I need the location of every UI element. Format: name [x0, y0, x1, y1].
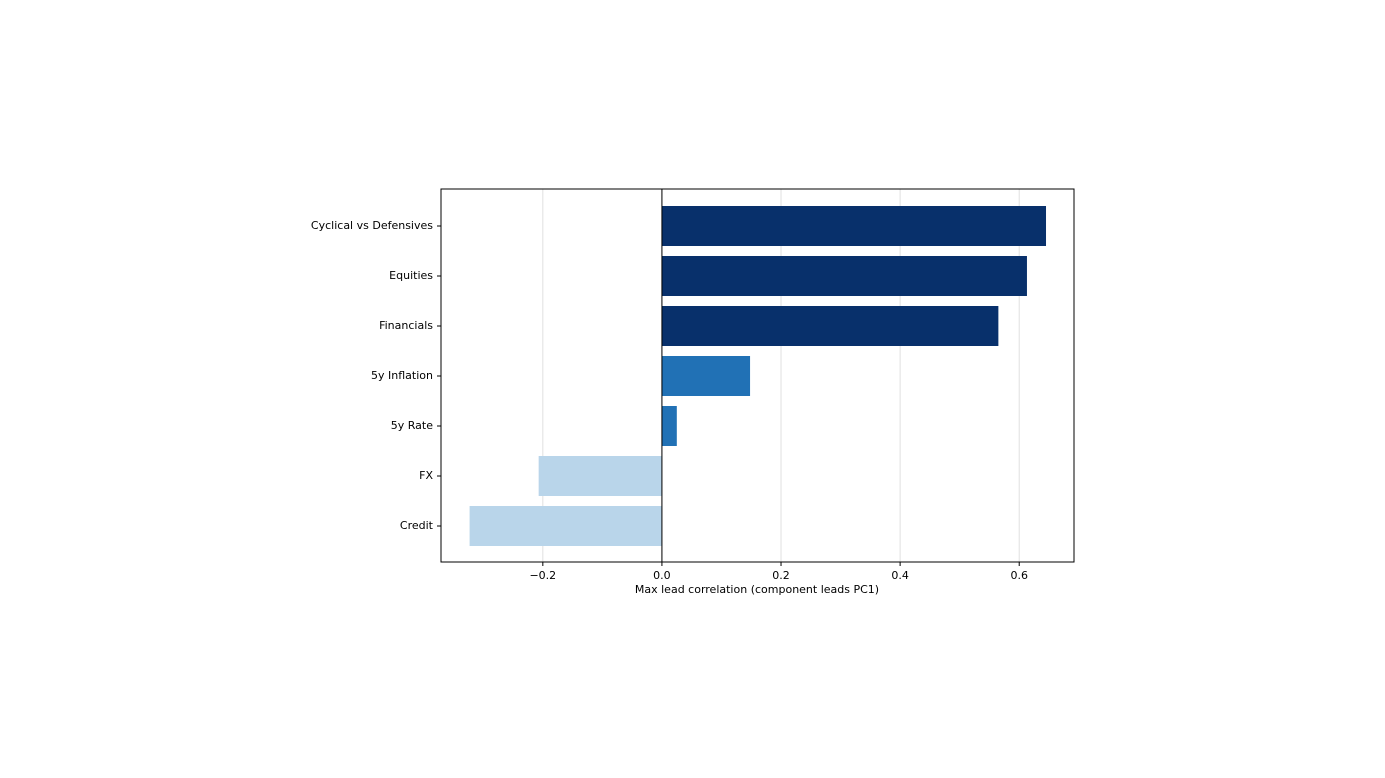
- x-axis-label: Max lead correlation (component leads PC…: [635, 583, 879, 596]
- y-tick-label: 5y Inflation: [371, 369, 433, 382]
- bar: [661, 206, 1047, 246]
- y-tick-label: FX: [419, 469, 433, 482]
- bar: [469, 506, 662, 546]
- x-tick-label: −0.2: [529, 569, 556, 582]
- y-tick-label: Cyclical vs Defensives: [311, 219, 433, 232]
- bar: [661, 356, 751, 396]
- bar: [661, 406, 677, 446]
- y-tick-label: Financials: [379, 319, 433, 332]
- y-tick-label: 5y Rate: [391, 419, 433, 432]
- bar: [661, 256, 1027, 296]
- x-tick-label: 0.6: [1010, 569, 1028, 582]
- x-tick-label: 0.2: [772, 569, 790, 582]
- plot-frame: [440, 188, 1075, 563]
- y-tick-label: Credit: [400, 519, 434, 532]
- x-tick-label: 0.4: [891, 569, 909, 582]
- bar: [661, 306, 999, 346]
- y-tick-label: Equities: [389, 269, 433, 282]
- x-tick-label: 0.0: [653, 569, 671, 582]
- bar: [538, 456, 662, 496]
